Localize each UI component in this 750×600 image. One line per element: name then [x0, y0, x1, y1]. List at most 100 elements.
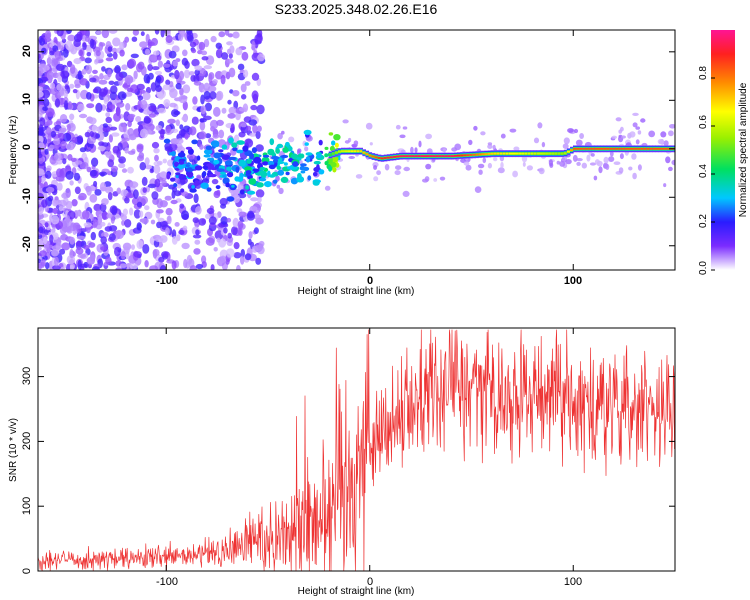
noise-speckle-1673: [400, 149, 406, 154]
noise-speckle-497: [94, 189, 102, 196]
noise-speckle-1313: [117, 91, 127, 101]
ridge-band-4-79: [570, 149, 574, 152]
ridge-blob-114: [175, 172, 181, 176]
noise-speckle-826: [64, 84, 70, 90]
noise-speckle-980: [76, 31, 83, 42]
ridge-blob-234: [329, 158, 333, 164]
noise-speckle-1228: [244, 81, 251, 86]
ridge-band-4-76: [560, 152, 565, 155]
noise-speckle-1231: [241, 51, 249, 61]
noise-speckle-1503: [660, 131, 667, 138]
ridge-blob-5: [163, 138, 171, 144]
noise-speckle-1542: [497, 167, 505, 174]
ridge-blob-150: [235, 166, 240, 173]
ridge-blob-254: [202, 165, 208, 170]
noise-speckle-1207: [67, 101, 73, 110]
ridge-blob-8: [218, 149, 224, 153]
noise-speckle-1476: [39, 63, 48, 73]
noise-speckle-571: [141, 176, 148, 186]
noise-speckle-1360: [195, 206, 202, 215]
noise-speckle-1561: [541, 141, 546, 148]
noise-speckle-694: [191, 116, 199, 125]
noise-speckle-1695: [598, 166, 603, 174]
noise-speckle-1468: [156, 209, 164, 214]
noise-speckle-507: [190, 74, 196, 82]
noise-speckle-607: [85, 64, 93, 75]
noise-speckle-1388: [223, 227, 228, 234]
noise-speckle-1242: [133, 251, 142, 258]
noise-speckle-805: [175, 119, 180, 126]
noise-speckle-1489: [99, 73, 104, 80]
noise-speckle-638: [155, 75, 162, 83]
noise-speckle-1284: [105, 256, 112, 265]
noise-speckle-1492: [77, 70, 82, 81]
noise-speckle-635: [131, 36, 138, 42]
noise-speckle-103: [151, 37, 158, 46]
noise-speckle-1429: [152, 249, 160, 257]
ridge-band-4-7: [350, 150, 354, 153]
noise-speckle-1015: [59, 90, 65, 97]
noise-speckle-1380: [232, 217, 239, 228]
noise-speckle-1093: [184, 133, 189, 140]
noise-speckle-883: [183, 258, 188, 269]
ridge-blob-94: [215, 185, 221, 190]
ridge-band-4-87: [594, 147, 598, 150]
ridge-blob-157: [191, 139, 198, 145]
noise-speckle-1300: [87, 137, 96, 145]
ridge-band-4-92: [609, 147, 614, 150]
noise-speckle-512: [121, 168, 128, 173]
ridge-blob-106: [256, 182, 264, 188]
noise-speckle-1165: [221, 52, 229, 60]
noise-speckle-1533: [487, 142, 493, 146]
noise-speckle-1189: [51, 228, 56, 233]
noise-speckle-934: [55, 120, 61, 126]
ridge-band-4-90: [603, 147, 608, 150]
bottom-y-tick-label-1: 100: [21, 497, 33, 515]
noise-speckle-1692: [581, 162, 587, 169]
noise-speckle-989: [77, 228, 82, 234]
noise-speckle-1392: [153, 50, 160, 56]
noise-speckle-1147: [232, 194, 241, 203]
noise-speckle-498: [124, 219, 132, 228]
noise-speckle-1679: [620, 135, 626, 139]
ridge-blob-258: [249, 153, 255, 160]
noise-speckle-1459: [255, 144, 264, 152]
noise-speckle-1104: [65, 200, 73, 210]
noise-speckle-1630: [478, 169, 483, 175]
noise-speckle-220: [149, 168, 155, 174]
ridge-band-4-26: [408, 155, 412, 157]
ridge-blob-221: [226, 196, 235, 202]
noise-speckle-1236: [179, 203, 185, 209]
colorbar-tick-label-4: 0.8: [698, 66, 709, 80]
noise-speckle-1369: [240, 123, 247, 128]
noise-speckle-1488: [236, 265, 241, 270]
ridge-band-4-89: [600, 147, 605, 150]
noise-speckle-1479: [176, 183, 182, 189]
noise-speckle-522: [228, 106, 237, 114]
noise-speckle-1434: [86, 52, 92, 57]
noise-speckle-1410: [165, 125, 171, 134]
noise-speckle-723: [159, 171, 168, 179]
noise-speckle-1350: [226, 58, 234, 64]
ridge-band-4-49: [478, 153, 482, 156]
noise-speckle-1457: [221, 107, 227, 114]
bottom-y-axis-label: SNR (10 * v/v): [8, 418, 19, 482]
noise-speckle-1029: [255, 130, 261, 140]
noise-speckle-1042: [38, 85, 44, 93]
noise-speckle-241: [139, 41, 148, 48]
noise-speckle-1290: [157, 107, 167, 114]
noise-speckle-1058: [59, 248, 66, 255]
ridge-band-4-78: [566, 150, 571, 153]
noise-speckle-1713: [474, 186, 482, 194]
noise-speckle-1173: [54, 256, 59, 267]
noise-speckle-631: [73, 172, 81, 181]
noise-speckle-1194: [58, 127, 67, 133]
noise-speckle-1432: [100, 246, 107, 251]
ridge-blob-215: [296, 176, 305, 183]
noise-speckle-1635: [451, 147, 458, 152]
ridge-blob-197: [178, 160, 185, 165]
noise-speckle-1604: [631, 153, 637, 160]
ridge-band-4-99: [631, 147, 635, 150]
noise-speckle-1704: [439, 176, 446, 181]
noise-speckle-329: [203, 38, 210, 48]
